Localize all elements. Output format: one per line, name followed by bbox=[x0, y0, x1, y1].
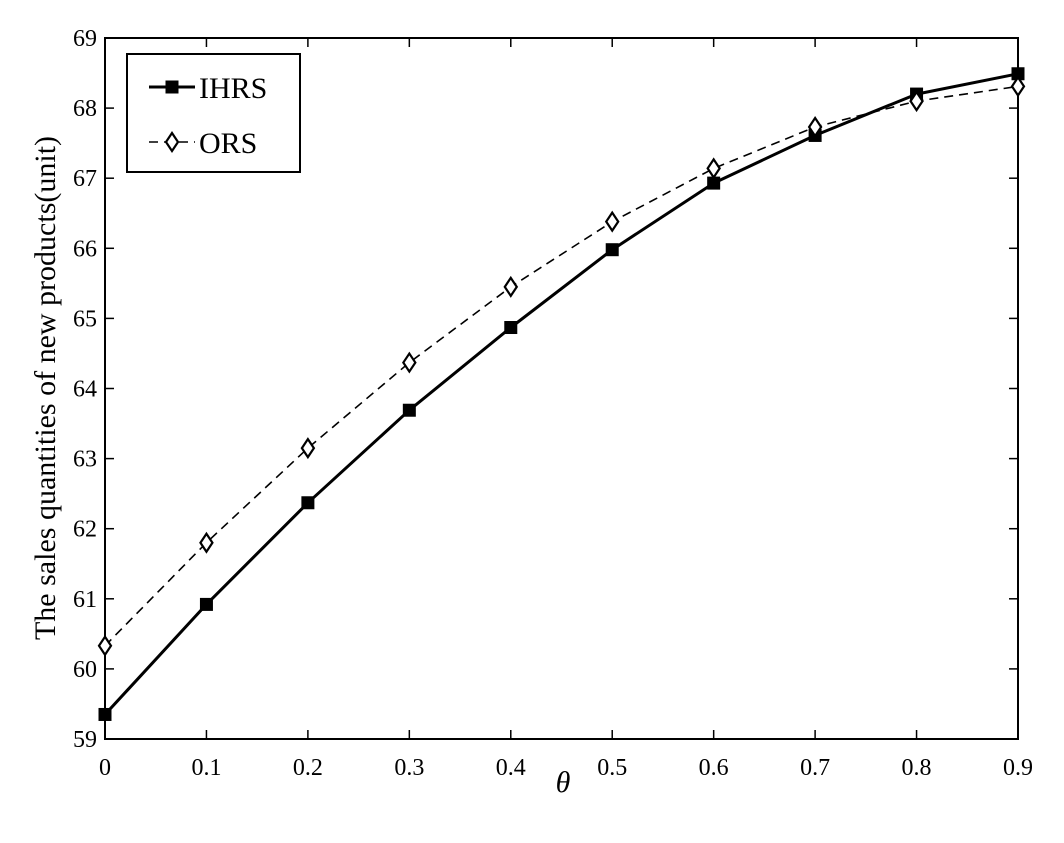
x-tick-label: 0.9 bbox=[1003, 755, 1033, 781]
x-tick-label: 0.4 bbox=[496, 755, 526, 781]
x-tick-label: 0 bbox=[99, 755, 111, 781]
data-point-ors bbox=[1010, 75, 1026, 98]
x-tick-label: 0.2 bbox=[293, 755, 323, 781]
data-point-ors bbox=[604, 210, 620, 233]
series-line-ihrs bbox=[103, 72, 1019, 716]
x-tick-label: 0.1 bbox=[191, 755, 221, 781]
data-point-ors bbox=[199, 531, 214, 554]
y-tick-label: 69 bbox=[73, 26, 97, 52]
y-tick-label: 66 bbox=[73, 236, 97, 262]
data-point-ors bbox=[909, 90, 924, 113]
series-markers bbox=[97, 67, 1026, 721]
x-tick-label: 0.5 bbox=[597, 755, 627, 781]
series-line-ors bbox=[104, 85, 1019, 647]
legend-marker-ihrs bbox=[165, 80, 179, 94]
x-tick-label: 0.8 bbox=[902, 755, 932, 781]
x-tick-label: 0.7 bbox=[800, 755, 830, 781]
data-point-ihrs bbox=[605, 243, 619, 257]
x-tick-label: 0.3 bbox=[394, 755, 424, 781]
data-point-ors bbox=[706, 157, 721, 180]
axis-ticks: 0 0.1 0.2 0.3 0.4 0.5 0.6 0.7 0.8 0.9 59 60 61 62 63 64… bbox=[73, 26, 1033, 781]
y-axis-title: The sales quantities of new products(uni… bbox=[29, 136, 62, 640]
y-tick-label: 60 bbox=[73, 657, 97, 683]
data-point-ihrs bbox=[301, 496, 315, 510]
legend-marker-ors bbox=[164, 131, 180, 153]
data-point-ihrs bbox=[199, 597, 213, 611]
data-point-ors bbox=[300, 437, 316, 460]
legend-label-ors: ORS bbox=[199, 127, 257, 160]
y-tick-label: 65 bbox=[73, 306, 97, 332]
x-tick-label: 0.6 bbox=[699, 755, 729, 781]
legend-box bbox=[126, 53, 301, 173]
y-tick-label: 62 bbox=[73, 517, 97, 543]
data-point-ihrs bbox=[402, 403, 416, 417]
data-point-ihrs bbox=[98, 707, 112, 721]
data-point-ors bbox=[807, 116, 823, 139]
y-tick-label: 64 bbox=[73, 377, 97, 403]
data-point-ors bbox=[97, 634, 113, 657]
y-tick-label: 59 bbox=[73, 727, 97, 753]
y-tick-label: 61 bbox=[73, 587, 97, 613]
y-tick-label: 68 bbox=[73, 96, 97, 122]
y-tick-label: 67 bbox=[73, 166, 97, 192]
legend: IHRS ORS bbox=[126, 53, 301, 173]
y-tick-label: 63 bbox=[73, 447, 97, 473]
data-point-ors bbox=[402, 351, 417, 374]
x-axis-title: θ bbox=[556, 766, 571, 799]
data-point-ihrs bbox=[504, 321, 518, 335]
series-lines bbox=[103, 72, 1019, 716]
legend-label-ihrs: IHRS bbox=[199, 72, 267, 105]
data-point-ors bbox=[503, 275, 519, 298]
